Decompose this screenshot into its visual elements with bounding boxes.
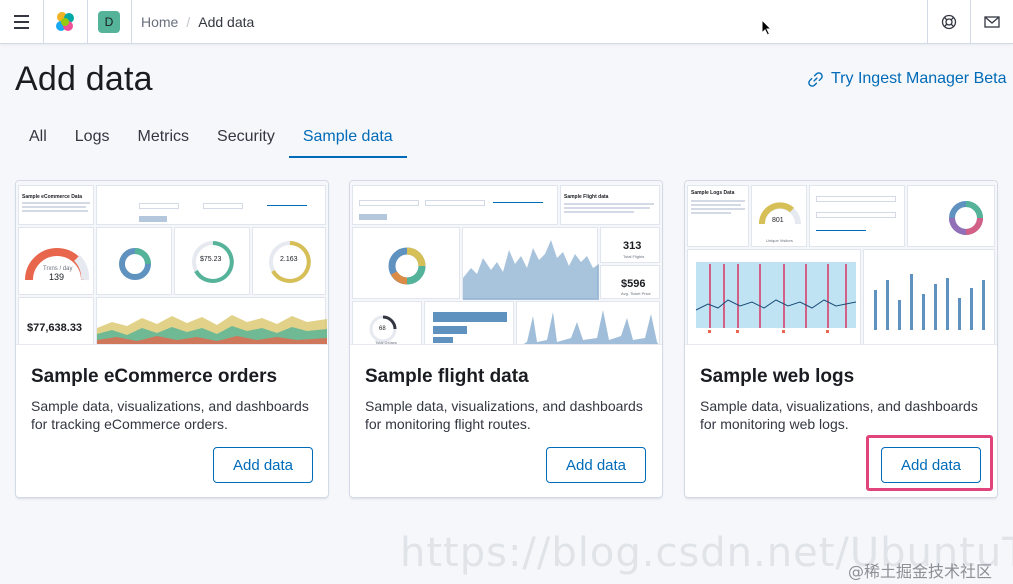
card-description: Sample data, visualizations, and dashboa… — [700, 398, 978, 432]
preview-text-panel: Sample Flight data — [560, 185, 660, 225]
preview-delays-panel: 68 Total Delays — [352, 301, 422, 345]
tab-sample-data[interactable]: Sample data — [288, 118, 407, 158]
add-data-button[interactable]: Add data — [213, 447, 313, 483]
preview-heading: Sample Flight data — [564, 194, 609, 200]
preview-unique-visitors-label: Unique Visitors — [766, 238, 793, 243]
watermark-credit: @稀土掘金技术社区 — [848, 562, 993, 581]
preview-area-chart-panel — [462, 227, 599, 300]
preview-area-chart-panel — [96, 297, 327, 344]
web-logs-dashboard-preview: Sample Logs Data 801 Unique Visitors — [685, 181, 997, 345]
sample-ecommerce-card: Sample eCommerce Data Trxns / day 139 $7… — [15, 180, 329, 498]
tab-metrics[interactable]: Metrics — [137, 128, 190, 145]
sample-flight-card: Sample Flight data 313 Total Flights $59… — [349, 180, 663, 498]
breadcrumb-separator: / — [186, 13, 191, 30]
card-description: Sample data, visualizations, and dashboa… — [365, 398, 643, 432]
preview-unique-visitors: 801 — [772, 217, 784, 224]
elastic-logo-icon[interactable] — [43, 0, 87, 43]
preview-controls-panel — [96, 185, 326, 225]
preview-avg-items-panel: 2.163 — [252, 227, 326, 295]
preview-avg-spend-panel: $75.23 — [174, 227, 250, 295]
preview-donut-panel — [96, 227, 172, 295]
preview-controls-panel — [352, 185, 558, 225]
preview-donut-panel — [907, 185, 995, 247]
mouse-cursor-icon — [761, 19, 773, 36]
tab-bar: All Logs Metrics Security Sample data — [15, 118, 407, 158]
preview-avg-price-panel: $596 Avg. Ticket Price — [600, 265, 660, 299]
preview-gauge-panel: Trxns / day 139 — [18, 227, 94, 295]
preview-avg-spend: $75.23 — [200, 256, 222, 263]
preview-heading: Sample Logs Data — [691, 190, 735, 196]
card-title: Sample eCommerce orders — [31, 366, 278, 387]
preview-gauge-value: 139 — [49, 272, 65, 282]
add-data-button[interactable]: Add data — [881, 447, 981, 483]
help-icon[interactable] — [927, 0, 970, 43]
preview-avg-price-label: Avg. Ticket Price — [621, 291, 651, 296]
header-divider — [970, 0, 971, 43]
space-avatar: D — [98, 10, 120, 33]
preview-gauge-label: Trxns / day — [43, 266, 73, 272]
add-data-button[interactable]: Add data — [546, 447, 646, 483]
menu-icon[interactable] — [0, 0, 43, 43]
preview-total-flights-panel: 313 Total Flights — [600, 227, 660, 263]
page-title: Add data — [15, 60, 153, 98]
sample-web-logs-card: Sample Logs Data 801 Unique Visitors — [684, 180, 998, 498]
breadcrumb: Home / Add data — [141, 0, 254, 43]
card-title: Sample web logs — [700, 366, 855, 387]
space-selector[interactable]: D — [87, 0, 131, 43]
flight-dashboard-preview: Sample Flight data 313 Total Flights $59… — [350, 181, 662, 345]
header-divider — [87, 0, 88, 43]
breadcrumb-home[interactable]: Home — [141, 13, 179, 30]
preview-controls-panel — [809, 185, 905, 247]
header-divider — [131, 0, 132, 43]
preview-spike-chart-panel — [516, 301, 660, 344]
tab-security[interactable]: Security — [217, 128, 275, 145]
tab-all[interactable]: All — [29, 128, 47, 145]
ingest-link-label: Try Ingest Manager Beta — [831, 70, 1007, 87]
preview-scatter-panel — [863, 249, 995, 344]
preview-delays: 68 — [379, 326, 386, 332]
preview-total-flights: 313 — [623, 240, 642, 252]
breadcrumb-current: Add data — [198, 13, 255, 30]
preview-avg-items: 2.163 — [280, 256, 298, 263]
preview-gauge-panel: 801 Unique Visitors — [751, 185, 807, 247]
mail-icon[interactable] — [970, 0, 1013, 43]
preview-text-panel: Sample Logs Data — [687, 185, 749, 247]
preview-delays-label: Total Delays — [375, 340, 397, 345]
preview-bar-chart-panel — [424, 301, 514, 344]
preview-metric-total: $77,638.33 — [27, 322, 83, 334]
preview-total-panel: $77,638.33 — [18, 297, 94, 344]
watermark: https://blog.csdn.net/UbuntuTouch — [400, 530, 1013, 576]
card-title: Sample flight data — [365, 366, 529, 387]
preview-donut-panel — [352, 227, 460, 299]
tab-logs[interactable]: Logs — [74, 128, 110, 145]
ecommerce-dashboard-preview: Sample eCommerce Data Trxns / day 139 $7… — [16, 181, 328, 345]
link-icon — [808, 71, 823, 87]
preview-avg-price: $596 — [621, 278, 646, 290]
highlight-annotation — [866, 435, 993, 491]
header-divider — [43, 0, 44, 43]
preview-total-flights-label: Total Flights — [623, 254, 645, 259]
top-header: D Home / Add data — [0, 0, 1013, 44]
header-divider — [927, 0, 928, 43]
try-ingest-manager-link[interactable]: Try Ingest Manager Beta — [808, 70, 1007, 88]
card-description: Sample data, visualizations, and dashboa… — [31, 398, 309, 432]
preview-timeline-panel — [687, 249, 861, 344]
preview-heading: Sample eCommerce Data — [22, 194, 83, 200]
preview-panel: Sample eCommerce Data — [18, 185, 94, 225]
